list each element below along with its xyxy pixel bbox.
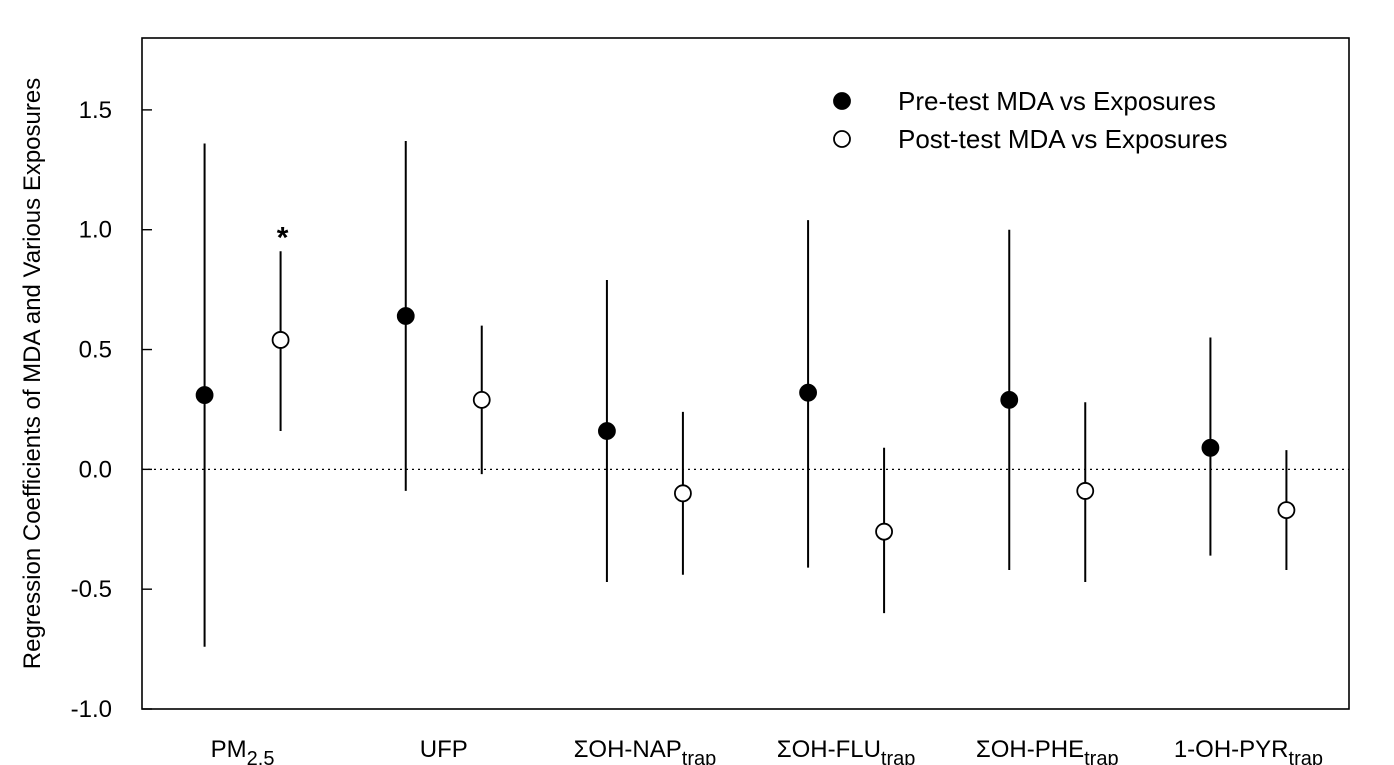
category-subscript: trap (1084, 748, 1118, 765)
x-category-label: UFP (420, 736, 468, 763)
x-axis: PM2.5 UFP ΣOH-NAPtrap ΣOH-FLUtrap ΣOH-PHEtra… (211, 736, 1323, 765)
plot-frame (141, 37, 1350, 710)
y-axis: -1.0 -0.5 0.0 0.5 1.0 1.5 (71, 97, 152, 723)
category-name: ΣOH-NAP (574, 736, 682, 763)
x-category-label: ΣOH-PHEtrap (976, 736, 1119, 765)
pre-test-point (598, 422, 616, 440)
pre-test-point (195, 386, 214, 404)
category-subscript: 2.5 (247, 748, 275, 765)
y-tick-label: 1.5 (79, 97, 112, 124)
x-category-label: 1-OH-PYRtrap (1174, 736, 1323, 765)
category-name: PM (211, 736, 247, 763)
legend-open-marker (833, 130, 851, 148)
y-tick-label: 0.0 (79, 456, 112, 483)
pre-test-point (799, 383, 817, 402)
category-name: UFP (420, 736, 468, 763)
post-test-point (674, 484, 692, 503)
category-subscript: trap (881, 748, 915, 765)
category-name: ΣOH-FLU (777, 736, 881, 763)
pre-test-point (396, 307, 415, 325)
y-tick-label: 0.5 (79, 337, 112, 364)
legend-filled-marker (833, 92, 851, 110)
legend-label: Pre-test MDA vs Exposures (898, 86, 1216, 116)
post-test-point (1277, 501, 1296, 519)
x-category-label: ΣOH-NAPtrap (574, 736, 717, 765)
legend: Pre-test MDA vs Exposures Post-test MDA v… (833, 86, 1227, 154)
pre-test-point (1000, 390, 1019, 409)
y-axis-title: Regression Coefficients of MDA and Vario… (19, 78, 46, 669)
x-category-label: ΣOH-FLUtrap (777, 736, 916, 765)
post-test-point (875, 522, 893, 541)
significance-asterisk: * (277, 221, 289, 254)
y-tick-label: 1.0 (79, 217, 112, 244)
post-test-point (472, 390, 491, 409)
data-marks: * (195, 141, 1296, 647)
category-subscript: trap (1289, 748, 1323, 765)
pre-test-point (1201, 438, 1220, 457)
legend-label: Post-test MDA vs Exposures (898, 124, 1227, 154)
category-name: ΣOH-PHE (976, 736, 1084, 763)
category-name: 1-OH-PYR (1174, 736, 1289, 763)
y-tick-label: -0.5 (71, 576, 112, 603)
x-category-label: PM2.5 (211, 736, 275, 765)
post-test-point (271, 331, 290, 349)
category-subscript: trap (682, 748, 716, 765)
y-tick-label: -1.0 (71, 696, 112, 723)
post-test-point (1076, 482, 1095, 500)
